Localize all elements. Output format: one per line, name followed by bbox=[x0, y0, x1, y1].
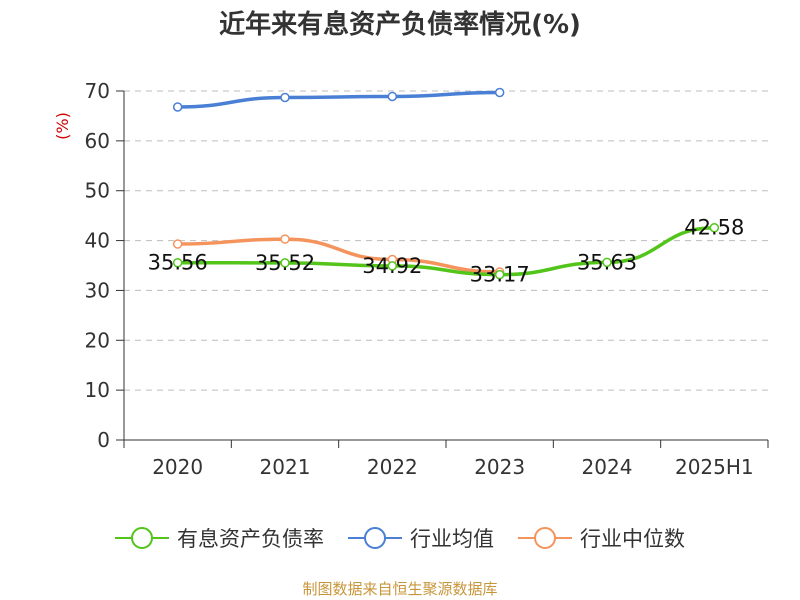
y-tick-label: 70 bbox=[85, 79, 110, 103]
y-tick-label: 0 bbox=[97, 428, 110, 452]
data-label: 42.58 bbox=[684, 216, 744, 240]
series-2-point bbox=[280, 234, 290, 244]
data-label: 34.92 bbox=[362, 254, 422, 278]
x-tick-label: 2020 bbox=[152, 455, 203, 479]
data-label: 35.52 bbox=[255, 251, 315, 275]
grid-lines bbox=[124, 90, 768, 391]
legend-marker-icon bbox=[534, 527, 556, 549]
series-1-point bbox=[387, 91, 398, 102]
y-tick-label: 10 bbox=[85, 378, 110, 402]
source-note: 制图数据来自恒生聚源数据库 bbox=[302, 580, 497, 598]
legend-marker-icon bbox=[131, 527, 153, 549]
x-tick-label: 2021 bbox=[260, 455, 311, 479]
series-1-point bbox=[494, 87, 505, 98]
series-0-point bbox=[709, 222, 720, 233]
x-tick-label: 2022 bbox=[367, 455, 418, 479]
legend-label: 行业中位数 bbox=[580, 527, 685, 551]
y-tick-label: 50 bbox=[85, 179, 110, 203]
x-tick-label: 2023 bbox=[474, 455, 525, 479]
data-label: 35.63 bbox=[577, 250, 637, 274]
y-axis-unit: (%) bbox=[53, 112, 72, 140]
legend-marker-icon bbox=[364, 527, 386, 549]
chart-title: 近年来有息资产负债率情况(%) bbox=[219, 9, 581, 40]
series-1-point bbox=[280, 92, 290, 103]
y-tick-label: 20 bbox=[85, 328, 110, 352]
y-tick-label: 40 bbox=[85, 229, 110, 253]
data-label: 35.56 bbox=[148, 251, 208, 275]
legend-item-0[interactable]: 有息资产负债率 bbox=[115, 527, 324, 551]
series-0-point bbox=[280, 258, 290, 268]
legend-label: 有息资产负债率 bbox=[177, 527, 324, 551]
legend-item-2[interactable]: 行业中位数 bbox=[518, 527, 685, 551]
legend-label: 行业均值 bbox=[410, 527, 494, 551]
y-tick-label: 60 bbox=[85, 129, 110, 153]
legend-item-1[interactable]: 行业均值 bbox=[348, 527, 494, 551]
series-1-point bbox=[172, 102, 183, 112]
series-2-point bbox=[172, 239, 183, 249]
axes: 0 10 20 30 40 50 60 70 2020 2021 2022 2023 2024 2025H… bbox=[85, 79, 769, 479]
legend: 有息资产负债率 行业均值 行业中位数 bbox=[115, 527, 685, 551]
series-line-2 bbox=[177, 237, 500, 274]
plot-area bbox=[172, 87, 720, 280]
series-0-point bbox=[602, 257, 612, 268]
y-tick-label: 30 bbox=[85, 278, 110, 302]
x-tick-label: 2025H1 bbox=[675, 455, 754, 479]
x-tick-label: 2024 bbox=[582, 455, 633, 479]
series-0-point bbox=[494, 269, 505, 280]
data-label: 33.17 bbox=[470, 263, 530, 287]
data-labels: 35.56 35.52 34.92 33.17 35.63 42.58 bbox=[148, 216, 745, 287]
series-0-point bbox=[387, 261, 398, 271]
series-line-0 bbox=[177, 225, 715, 277]
series-line-1 bbox=[177, 90, 500, 109]
series-0-point bbox=[172, 257, 183, 268]
